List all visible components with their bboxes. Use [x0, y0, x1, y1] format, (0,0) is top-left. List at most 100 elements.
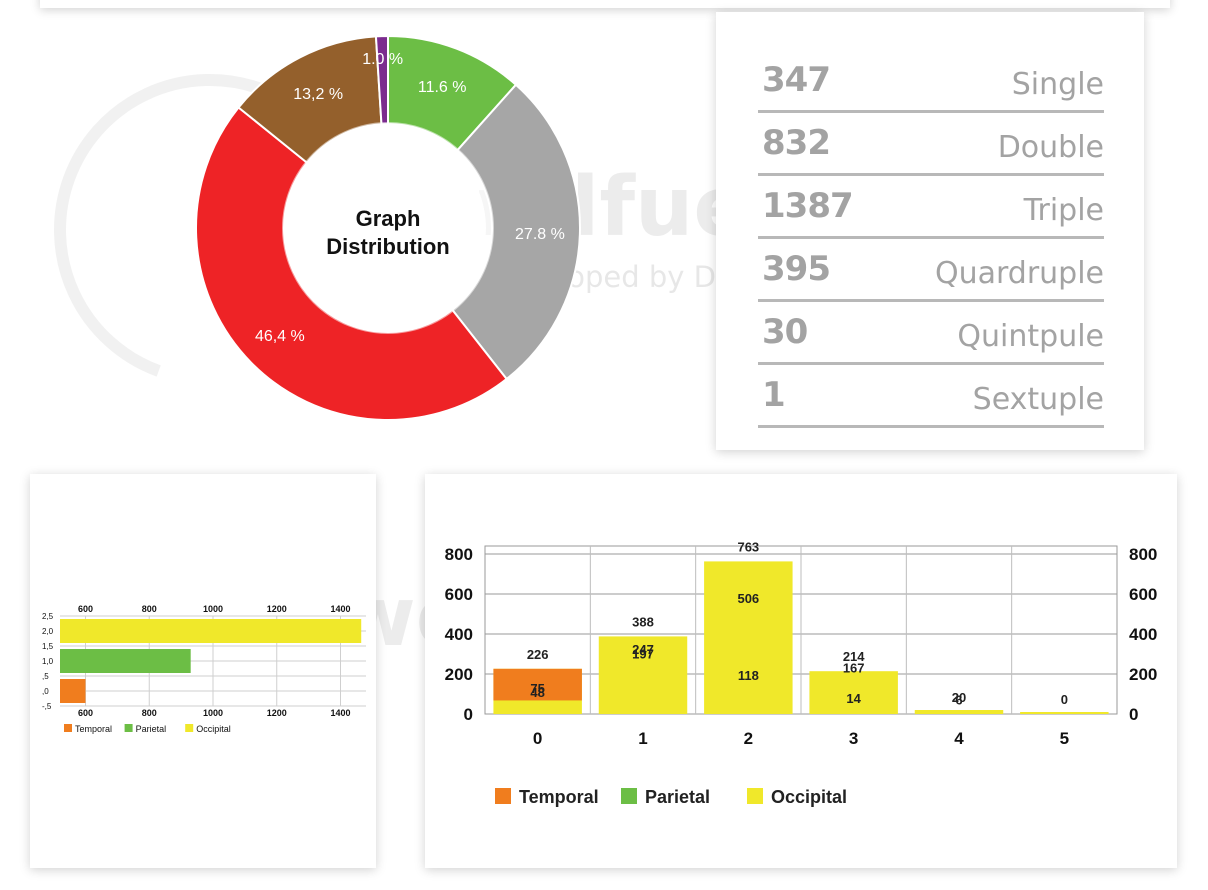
vbar-value-label: 48	[530, 685, 544, 700]
vbar-legend-swatch	[747, 788, 763, 804]
hbar-xtick-top: 1400	[330, 604, 350, 614]
hbar-ytick: 2,5	[42, 612, 54, 621]
hbar-ytick: ,0	[42, 687, 49, 696]
donut-inner-ring	[282, 122, 494, 334]
vbar-legend-label: Parietal	[645, 787, 710, 807]
vbar-xtick: 4	[954, 729, 964, 748]
vbar-value-label: 197	[632, 646, 654, 661]
stat-row: 347 Single	[758, 48, 1104, 113]
stat-row: 1387 Triple	[758, 174, 1104, 239]
donut-slice-label: 27.8 %	[515, 226, 565, 243]
vbar-xtick: 2	[744, 729, 753, 748]
vbar-bar-occipital	[1020, 712, 1109, 714]
hbar-xtick-top: 600	[78, 604, 93, 614]
vbar-ytick-left: 800	[445, 545, 473, 564]
hbar-xtick-bottom: 1000	[203, 708, 223, 718]
stat-value: 1387	[762, 186, 854, 226]
vbar-value-label: 388	[632, 614, 654, 629]
vbar-ytick-right: 800	[1129, 545, 1157, 564]
hbar-legend-label: Occipital	[196, 724, 231, 734]
hbar-ytick: -,5	[42, 702, 52, 711]
stat-row: 832 Double	[758, 111, 1104, 176]
vbar-ytick-right: 0	[1129, 705, 1138, 724]
vbar-value-label: 20	[952, 690, 966, 705]
vbar-value-label: 167	[843, 661, 865, 676]
stat-label: Sextuple	[972, 382, 1104, 417]
donut-slice-label: 13,2 %	[293, 86, 343, 103]
stat-value: 832	[762, 123, 831, 163]
hbar-legend-swatch	[185, 724, 194, 732]
hbar-legend-label: Parietal	[136, 724, 167, 734]
vbar-xtick: 0	[533, 729, 542, 748]
vbar-value-label: 14	[846, 691, 861, 706]
vbar-legend-label: Temporal	[519, 787, 599, 807]
hbar-ytick: 1,0	[42, 657, 54, 666]
stat-label: Double	[997, 130, 1104, 165]
hbar-xtick-bottom: 600	[78, 708, 93, 718]
vbar-value-label: 6	[955, 693, 962, 708]
hbar-bar	[60, 649, 191, 673]
vbar-legend-label: Occipital	[771, 787, 847, 807]
stat-label: Triple	[1023, 193, 1104, 228]
vbar-legend-swatch	[621, 788, 637, 804]
donut-slice-label: 1.0 %	[362, 51, 403, 68]
hbar-xtick-top: 1000	[203, 604, 223, 614]
donut-title-line2: Distribution	[326, 234, 449, 259]
hbar-ytick: 1,5	[42, 642, 54, 651]
hbar-xtick-top: 1200	[267, 604, 287, 614]
vbar-value-label: 247	[632, 642, 654, 657]
vbar-value-label: 506	[737, 591, 759, 606]
hbar-bar	[60, 679, 86, 703]
hbar-xtick-bottom: 1200	[267, 708, 287, 718]
vbar-ytick-right: 400	[1129, 625, 1157, 644]
stat-label: Quintpule	[957, 319, 1104, 354]
stat-label: Single	[1011, 67, 1104, 102]
hbar-legend-label: Temporal	[75, 724, 112, 734]
stat-row: 395 Quardruple	[758, 237, 1104, 302]
vbar-ytick-right: 200	[1129, 665, 1157, 684]
hbar-ytick: ,5	[42, 672, 49, 681]
donut-title-line1: Graph	[356, 206, 421, 231]
vbar-xtick: 5	[1060, 729, 1069, 748]
hbar-legend-swatch	[64, 724, 72, 732]
vbar-ytick-left: 400	[445, 625, 473, 644]
donut-slice-label: 11.6 %	[418, 79, 467, 96]
vbar-xtick: 1	[638, 729, 647, 748]
stat-value: 30	[762, 312, 808, 352]
hbar-xtick-top: 800	[142, 604, 157, 614]
stat-label: Quardruple	[934, 256, 1104, 291]
vbar-value-label: 118	[738, 668, 759, 683]
donut-slice-label: 46,4 %	[255, 328, 305, 345]
donut-chart: 11.6 % 27.8 % 46,4 % 13,2 % 1.0 % Graph Dist…	[195, 34, 581, 421]
vbar-bar-occipital	[809, 671, 898, 714]
vbar-value-label: 763	[737, 539, 759, 554]
top-card-edge	[40, 0, 1170, 8]
stat-row: 30 Quintpule	[758, 300, 1104, 365]
hbar-xtick-bottom: 800	[142, 708, 157, 718]
horizontal-bar-chart: 600 600 800 800 1000 1000 1200 1200 1400 1400 2,5 2…	[42, 604, 366, 734]
hbar-xtick-bottom: 1400	[330, 708, 350, 718]
vbar-ytick-right: 600	[1129, 585, 1157, 604]
stat-row: 1 Sextuple	[758, 363, 1104, 428]
vbar-bar-temporal	[493, 668, 582, 701]
vbar-bar-occipital	[914, 710, 1004, 714]
vbar-bar-occipital	[704, 561, 793, 714]
stat-value: 347	[762, 60, 831, 100]
vbar-legend-swatch	[495, 788, 511, 804]
vbar-ytick-left: 200	[445, 665, 473, 684]
stat-value: 395	[762, 249, 831, 289]
vbar-bar-occipital	[598, 636, 688, 714]
hbar-bar	[60, 619, 362, 643]
donut-hole	[290, 130, 486, 326]
hbar-ytick: 2,0	[42, 627, 54, 636]
vbar-value-label: 0	[1061, 692, 1068, 707]
hbar-legend-swatch	[124, 724, 133, 732]
stats-card: 347 Single 832 Double 1387 Triple 395 Quardrupl…	[716, 12, 1144, 450]
vbar-value-label: 75	[530, 681, 544, 696]
vbar-ytick-left: 600	[445, 585, 473, 604]
stat-value: 1	[762, 375, 786, 415]
vbar-value-label: 214	[843, 649, 865, 664]
vbar-value-label: 226	[527, 647, 549, 662]
vbar-ytick-left: 0	[464, 705, 473, 724]
